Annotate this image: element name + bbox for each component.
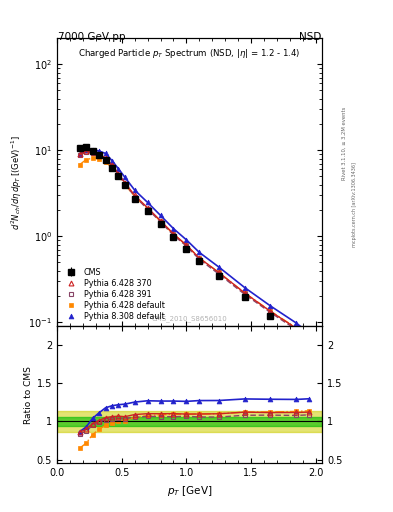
Pythia 6.428 370 [171,231,176,237]
Pythia 8.308 default [171,225,176,231]
Pythia 6.428 391 [110,163,114,169]
Pythia 6.428 391 [294,327,299,333]
Pythia 6.428 391 [171,232,176,238]
Pythia 6.428 default [307,335,312,342]
Pythia 6.428 370 [197,255,202,261]
Pythia 6.428 391 [84,149,88,155]
Pythia 6.428 default [242,290,247,296]
Pythia 6.428 default [116,173,121,179]
Pythia 6.428 370 [184,242,189,248]
Text: 7000 GeV pp: 7000 GeV pp [58,32,126,42]
Pythia 6.428 370 [123,180,127,186]
Pythia 8.308 default [184,237,189,243]
Pythia 8.308 default [97,148,101,154]
Pythia 8.308 default [294,320,299,326]
Pythia 6.428 default [268,308,273,314]
Pythia 8.308 default [110,158,114,164]
Pythia 6.428 default [84,157,88,163]
Pythia 8.308 default [116,166,121,172]
Pythia 8.308 default [90,146,95,153]
Pythia 6.428 370 [84,148,88,154]
Pythia 6.428 370 [77,151,82,157]
Pythia 6.428 391 [158,219,163,225]
Pythia 6.428 370 [217,269,221,275]
Pythia 6.428 391 [97,153,101,159]
Pythia 6.428 default [158,218,163,224]
Pythia 6.428 391 [197,257,202,263]
Pythia 6.428 391 [242,291,247,297]
Line: Pythia 8.308 default: Pythia 8.308 default [77,147,312,336]
Pythia 6.428 default [132,194,137,200]
Pythia 8.308 default [132,187,137,193]
Pythia 8.308 default [77,151,82,157]
Text: Rivet 3.1.10, ≥ 3.2M events: Rivet 3.1.10, ≥ 3.2M events [342,106,347,180]
Pythia 8.308 default [268,303,273,309]
Pythia 8.308 default [123,174,127,180]
Pythia 6.428 391 [307,337,312,343]
Pythia 6.428 370 [294,325,299,331]
Legend: CMS, Pythia 6.428 370, Pythia 6.428 391, Pythia 6.428 default, Pythia 8.308 defa: CMS, Pythia 6.428 370, Pythia 6.428 391,… [61,266,166,322]
Text: Charged Particle $p_T$ Spectrum (NSD, $|\eta|$ = 1.2 - 1.4): Charged Particle $p_T$ Spectrum (NSD, $|… [78,47,301,60]
Pythia 8.308 default [84,147,88,153]
Y-axis label: $d^2N_{ch}/d\eta\, dp_T\, \mathrm{[(GeV)^{-1}]}$: $d^2N_{ch}/d\eta\, dp_T\, \mathrm{[(GeV)… [10,135,24,230]
Pythia 6.428 391 [116,172,121,178]
Pythia 6.428 default [294,325,299,331]
Pythia 6.428 391 [217,271,221,277]
Pythia 6.428 370 [110,162,114,168]
Line: Pythia 6.428 370: Pythia 6.428 370 [77,148,312,342]
Pythia 6.428 370 [242,290,247,296]
Pythia 6.428 391 [123,181,127,187]
Pythia 6.428 default [103,159,108,165]
Text: mcplots.cern.ch [arXiv:1306.3436]: mcplots.cern.ch [arXiv:1306.3436] [352,162,357,247]
Pythia 6.428 370 [158,218,163,224]
Pythia 6.428 370 [307,336,312,342]
Pythia 6.428 default [110,165,114,171]
Text: CMS_2010_S8656010: CMS_2010_S8656010 [152,315,228,322]
Pythia 6.428 370 [90,149,95,155]
Pythia 6.428 370 [145,205,150,211]
Pythia 6.428 default [77,162,82,168]
Pythia 6.428 370 [116,170,121,177]
Pythia 8.308 default [242,285,247,291]
Pythia 8.308 default [103,151,108,157]
Pythia 6.428 391 [90,150,95,156]
Pythia 6.428 370 [103,155,108,161]
Pythia 8.308 default [217,264,221,270]
Pythia 6.428 391 [184,243,189,249]
Pythia 6.428 391 [132,194,137,200]
Pythia 6.428 370 [268,308,273,314]
Pythia 6.428 370 [97,152,101,158]
Text: NSD: NSD [299,32,321,42]
Pythia 6.428 391 [145,206,150,212]
Pythia 6.428 default [97,156,101,162]
Pythia 6.428 default [90,155,95,161]
Pythia 6.428 370 [132,192,137,198]
Pythia 6.428 391 [77,152,82,158]
Pythia 6.428 default [197,255,202,261]
Pythia 8.308 default [145,199,150,205]
X-axis label: $p_T$ [GeV]: $p_T$ [GeV] [167,484,212,498]
Pythia 8.308 default [158,212,163,219]
Y-axis label: Ratio to CMS: Ratio to CMS [24,366,33,424]
Pythia 6.428 default [217,269,221,275]
Pythia 6.428 391 [268,309,273,315]
Pythia 6.428 default [171,231,176,237]
Pythia 8.308 default [307,331,312,337]
Pythia 8.308 default [197,249,202,255]
Line: Pythia 6.428 default: Pythia 6.428 default [77,156,312,341]
Pythia 6.428 default [184,242,189,248]
Pythia 6.428 default [123,181,127,187]
Line: Pythia 6.428 391: Pythia 6.428 391 [77,150,312,343]
Pythia 6.428 391 [103,156,108,162]
Pythia 6.428 default [145,205,150,211]
